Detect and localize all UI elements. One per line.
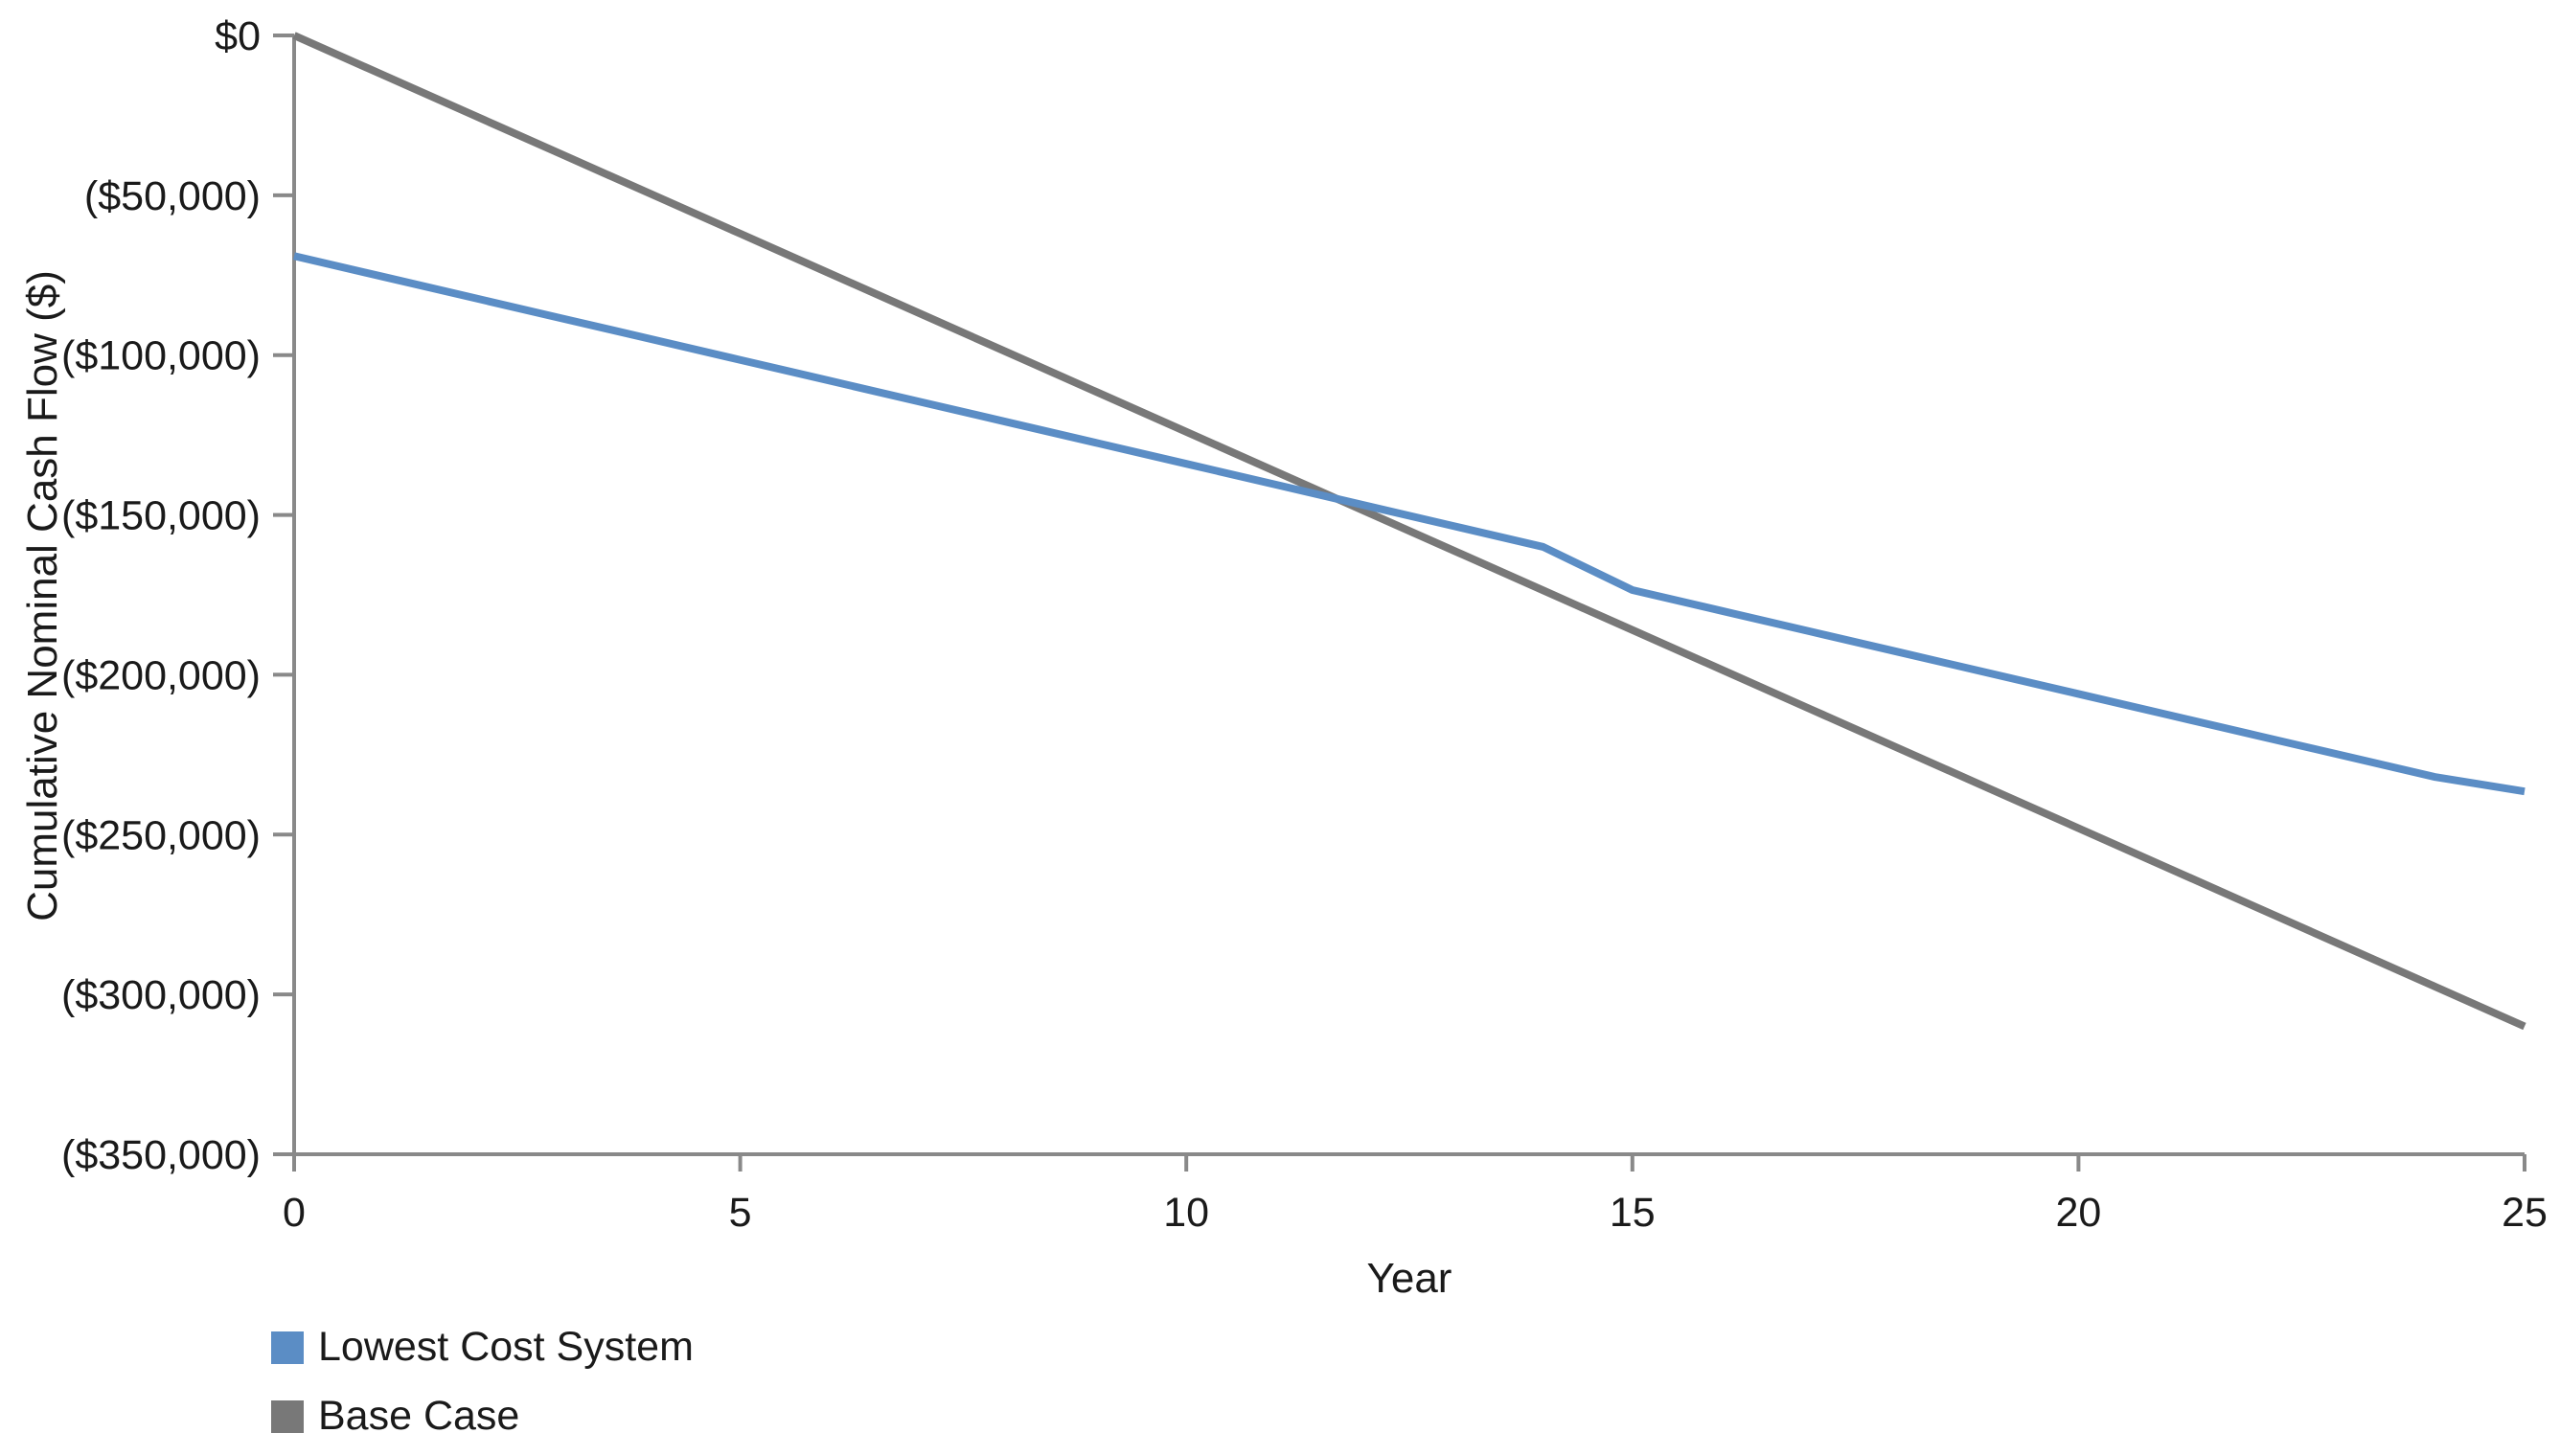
y-axis-tick-label: ($350,000) [61, 1132, 261, 1178]
legend: Lowest Cost System Base Case [271, 1324, 694, 1439]
y-axis-tick-label: ($300,000) [61, 972, 261, 1018]
x-axis-tick-label: 20 [2055, 1190, 2101, 1236]
legend-label-lowest-cost-system: Lowest Cost System [318, 1324, 694, 1370]
x-axis-tick-label: 25 [2502, 1190, 2548, 1236]
y-axis-tick-label: ($50,000) [84, 173, 261, 219]
y-axis-tick-label: ($150,000) [61, 493, 261, 539]
series-line-base-case [292, 32, 2526, 1031]
x-axis-tick-label: 10 [1163, 1190, 1209, 1236]
y-axis-title: Cumulative Nominal Cash Flow ($) [19, 270, 66, 921]
y-axis-tick-label: ($200,000) [61, 652, 261, 698]
legend-swatch-base-case [271, 1399, 304, 1433]
x-axis-title: Year [1366, 1255, 1452, 1302]
series-line-lowest-cost-system [293, 252, 2526, 796]
x-axis-tick-label: 15 [1610, 1190, 1656, 1236]
x-axis-tick-label: 5 [729, 1190, 752, 1236]
x-axis-tick-label: 0 [283, 1190, 306, 1236]
legend-label-base-case: Base Case [318, 1393, 520, 1439]
y-axis-tick-label: $0 [215, 13, 261, 59]
y-axis-tick-label: ($100,000) [61, 333, 261, 379]
legend-swatch-lowest-cost-system [271, 1331, 304, 1364]
y-axis-tick-label: ($250,000) [61, 812, 261, 858]
legend-item-lowest-cost-system: Lowest Cost System [271, 1324, 694, 1370]
legend-item-base-case: Base Case [271, 1393, 694, 1439]
